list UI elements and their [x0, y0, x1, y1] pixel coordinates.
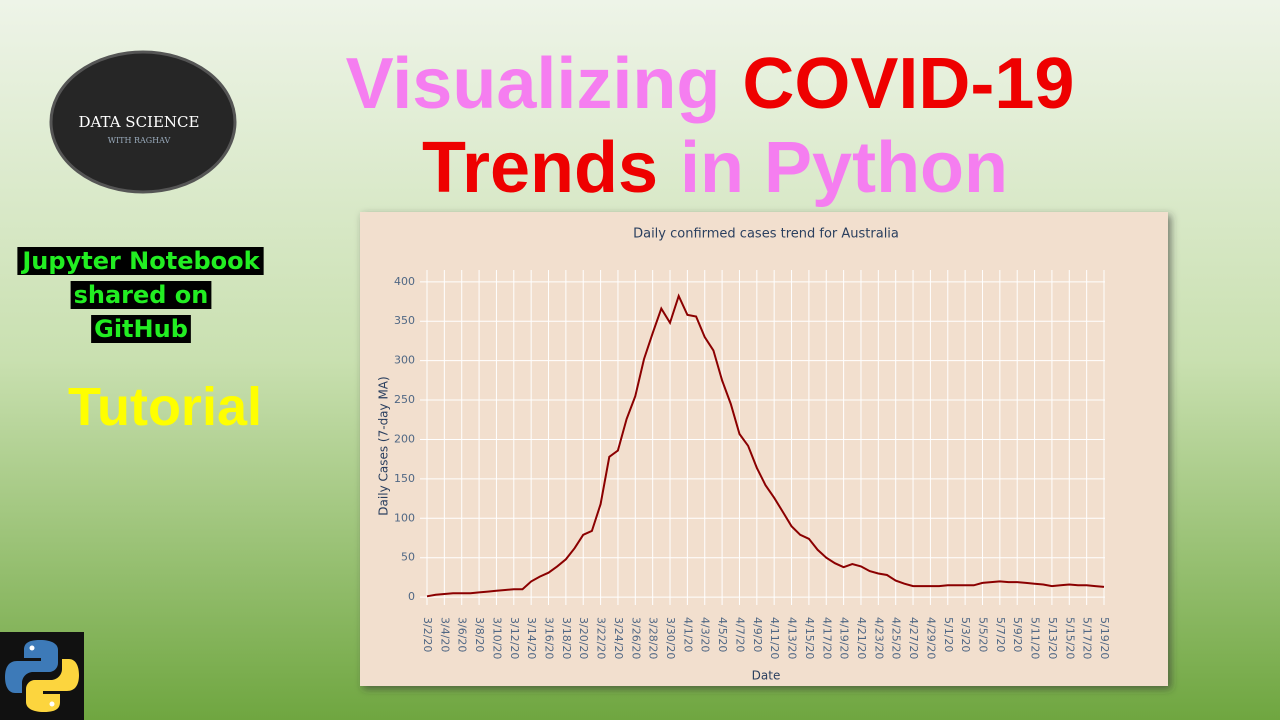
x-tick-label: 3/12/20: [508, 617, 521, 659]
headline-word: Visualizing: [346, 44, 721, 124]
x-tick-label: 4/25/20: [890, 617, 903, 659]
notice-box: [70, 281, 212, 309]
x-tick-label: 3/30/20: [664, 617, 677, 659]
logo: DATA SCIENCE WITH RAGHAV: [49, 50, 237, 194]
x-tick-label: 5/11/20: [1029, 617, 1042, 659]
y-tick-label: 50: [401, 551, 415, 564]
x-tick-label: 4/13/20: [786, 617, 799, 659]
x-tick-label: 4/29/20: [924, 617, 937, 659]
x-tick-label: 4/27/20: [907, 617, 920, 659]
x-tick-label: 3/8/20: [473, 617, 486, 652]
y-tick-label: 100: [394, 511, 415, 524]
x-tick-label: 3/6/20: [456, 617, 469, 652]
x-tick-label: 4/19/20: [838, 617, 851, 659]
x-tick-label: 5/1/20: [942, 617, 955, 652]
x-tick-label: 5/9/20: [1011, 617, 1024, 652]
x-tick-label: 5/5/20: [976, 617, 989, 652]
x-tick-label: 5/7/20: [994, 617, 1007, 652]
x-tick-label: 3/22/20: [595, 617, 608, 659]
x-tick-label: 3/14/20: [525, 617, 538, 659]
x-tick-label: 3/16/20: [543, 617, 556, 659]
y-tick-label: 300: [394, 354, 415, 367]
x-tick-label: 3/10/20: [490, 617, 503, 659]
x-tick-label: 5/17/20: [1081, 617, 1094, 659]
tutorial-label: Tutorial: [68, 377, 262, 437]
notice-line: GitHub: [94, 315, 188, 343]
x-tick-label: 3/26/20: [629, 617, 642, 659]
x-tick-label: 4/1/20: [681, 617, 694, 652]
x-tick-label: 4/21/20: [855, 617, 868, 659]
notice-box: [91, 315, 191, 343]
chart: [360, 212, 1168, 686]
x-tick-label: 3/4/20: [438, 617, 451, 652]
python-logo: [0, 632, 84, 720]
x-tick-label: 3/18/20: [560, 617, 573, 659]
x-tick-label: 5/19/20: [1098, 617, 1111, 659]
x-tick-label: 4/11/20: [768, 617, 781, 659]
plot-area: Daily confirmed cases trend for Australi…: [377, 227, 1112, 683]
x-tick-label: 4/17/20: [820, 617, 833, 659]
x-tick-label: 5/15/20: [1063, 617, 1076, 659]
x-axis-label: Date: [752, 669, 781, 683]
y-tick-label: 350: [394, 314, 415, 327]
y-tick-label: 250: [394, 393, 415, 406]
logo-title: DATA SCIENCE: [78, 113, 199, 131]
x-tick-label: 3/28/20: [647, 617, 660, 659]
data-line: [426, 293, 1105, 598]
notice-line: Jupyter Notebook: [20, 247, 260, 275]
x-tick-label: 3/2/20: [421, 617, 434, 652]
y-tick-label: 400: [394, 275, 415, 288]
notice-box: [17, 247, 264, 275]
x-tick-label: 4/7/20: [733, 617, 746, 652]
x-tick-label: 4/9/20: [751, 617, 764, 652]
headline-word: Trends: [422, 128, 658, 208]
y-tick-label: 200: [394, 432, 415, 445]
x-tick-label: 3/20/20: [577, 617, 590, 659]
x-tick-label: 4/23/20: [872, 617, 885, 659]
x-tick-label: 3/24/20: [612, 617, 625, 659]
x-tick-label: 4/15/20: [803, 617, 816, 659]
headline-line: Visualizing COVID-19: [346, 44, 1075, 124]
chart-panel: [360, 212, 1168, 686]
y-tick-label: 150: [394, 472, 415, 485]
notice-line: shared on: [74, 281, 209, 309]
x-tick-label: 4/3/20: [699, 617, 712, 652]
headline-word: COVID-19: [742, 44, 1074, 124]
headline-word: in Python: [680, 128, 1008, 208]
headline-line: Trends in Python: [422, 128, 1008, 208]
notice: Jupyter Notebook shared on GitHub: [17, 247, 264, 343]
logo-subtitle: WITH RAGHAV: [108, 136, 171, 145]
chart-title: Daily confirmed cases trend for Australi…: [633, 227, 899, 242]
x-tick-label: 4/5/20: [716, 617, 729, 652]
x-tick-label: 5/3/20: [959, 617, 972, 652]
x-tick-label: 5/13/20: [1046, 617, 1059, 659]
y-axis-label: Daily Cases (7-day MA): [377, 376, 391, 515]
y-tick-label: 0: [408, 590, 415, 603]
